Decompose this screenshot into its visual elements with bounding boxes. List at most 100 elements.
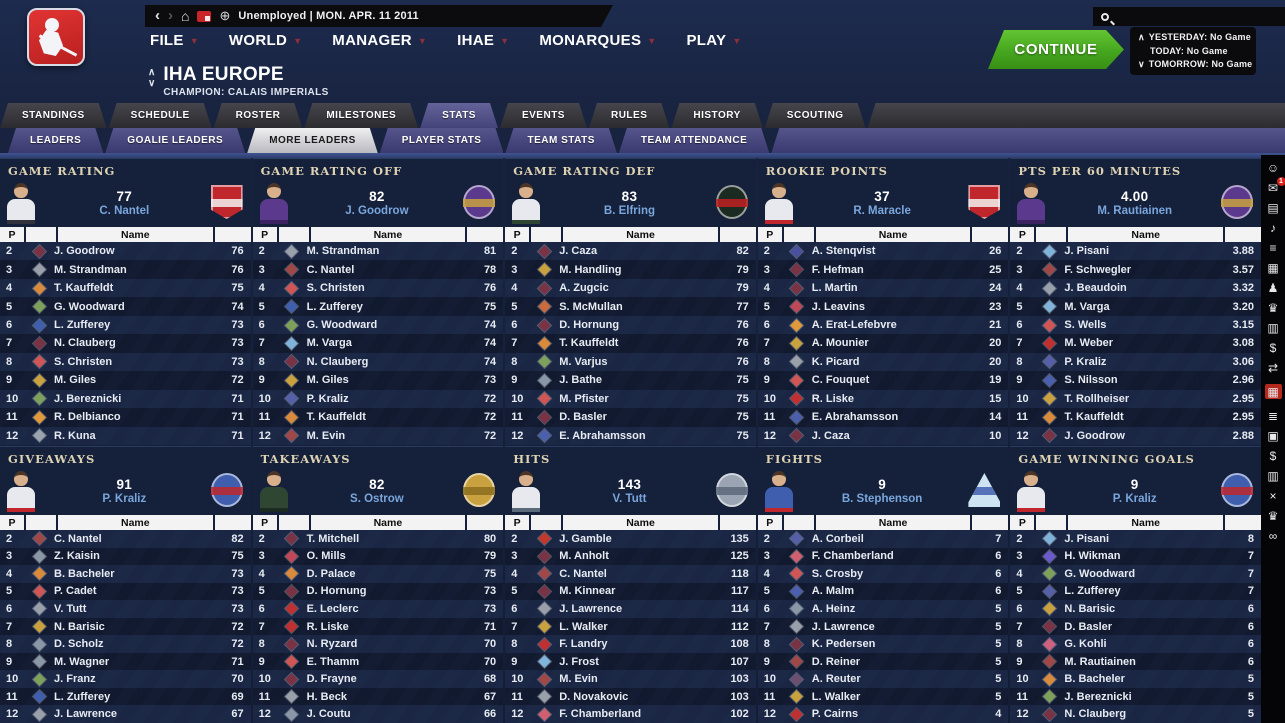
row-player-name[interactable]: R. Delbianco: [54, 411, 121, 424]
table-row[interactable]: 11 T. Kauffeldt 72: [252, 408, 504, 427]
row-player-name[interactable]: M. Rautiainen: [1064, 655, 1136, 668]
row-player-name[interactable]: D. Frayne: [306, 673, 357, 686]
row-player-name[interactable]: A. Heinz: [811, 602, 856, 615]
leader-name[interactable]: M. Rautiainen: [1097, 205, 1173, 217]
row-player-name[interactable]: A. Malm: [811, 585, 854, 598]
row-player-name[interactable]: J. Beaudoin: [1064, 282, 1127, 295]
row-player-name[interactable]: J. Bathe: [559, 374, 602, 387]
table-row[interactable]: 8 N. Ryzard 70: [252, 635, 504, 653]
row-player-name[interactable]: A. Erat-Lefebvre: [811, 319, 897, 332]
row-player-name[interactable]: A. Zugcic: [559, 282, 609, 295]
table-row[interactable]: 2 J. Pisani 8: [1010, 530, 1261, 548]
table-row[interactable]: 8 K. Pedersen 5: [757, 635, 1009, 653]
row-player-name[interactable]: J. Frost: [559, 655, 599, 668]
sticks-icon[interactable]: ×: [1269, 488, 1277, 503]
row-player-name[interactable]: C. Nantel: [306, 263, 355, 276]
table-row[interactable]: 11 H. Beck 67: [252, 687, 504, 706]
row-player-name[interactable]: K. Pedersen: [811, 638, 876, 651]
row-player-name[interactable]: N. Ryzard: [306, 638, 358, 651]
row-player-name[interactable]: J. Caza: [559, 245, 598, 258]
panel-leader-row[interactable]: 82 J. Goodrow: [253, 180, 504, 226]
row-player-name[interactable]: J. Bereznicki: [1064, 690, 1132, 703]
row-player-name[interactable]: D. Basler: [1064, 620, 1113, 633]
row-player-name[interactable]: M. Evin: [306, 429, 346, 442]
panel-leader-row[interactable]: 143 V. Tutt: [505, 468, 756, 514]
table-row[interactable]: 9 J. Bathe 75: [505, 371, 756, 390]
leader-name[interactable]: S. Ostrow: [350, 493, 404, 505]
row-player-name[interactable]: M. Strandman: [306, 245, 380, 258]
row-player-name[interactable]: J. Goodrow: [1064, 429, 1125, 442]
table-row[interactable]: 5 D. Hornung 73: [252, 582, 504, 601]
menu-monarques[interactable]: MONARQUES ▼: [539, 32, 657, 49]
clipboard-icon[interactable]: ▤: [1267, 200, 1279, 215]
table-row[interactable]: 12 J. Caza 10: [757, 426, 1009, 445]
row-player-name[interactable]: L. Zufferey: [1064, 585, 1121, 598]
back-icon[interactable]: ‹: [155, 7, 160, 24]
table-row[interactable]: 8 N. Clauberg 74: [252, 352, 504, 372]
panel-leader-row[interactable]: 91 P. Kraliz: [0, 468, 251, 514]
table-row[interactable]: 9 M. Giles 72: [0, 371, 251, 390]
home-icon[interactable]: ⌂: [181, 8, 190, 24]
row-player-name[interactable]: D. Novakovic: [559, 690, 629, 703]
table-row[interactable]: 10 T. Rollheiser 2.95: [1010, 389, 1261, 409]
row-player-name[interactable]: L. Zufferey: [306, 300, 363, 313]
tab-stats[interactable]: STATS: [420, 103, 498, 128]
table-row[interactable]: 12 N. Clauberg 5: [1010, 705, 1261, 723]
subtab-player-stats[interactable]: PLAYER STATS: [380, 128, 504, 153]
leader-name[interactable]: P. Kraliz: [1112, 493, 1157, 505]
table-row[interactable]: 4 J. Beaudoin 3.32: [1010, 278, 1261, 298]
row-player-name[interactable]: T. Kauffeldt: [559, 337, 619, 350]
forward-icon[interactable]: ›: [168, 7, 173, 24]
row-player-name[interactable]: C. Fouquet: [811, 374, 870, 387]
row-player-name[interactable]: J. Leavins: [811, 300, 865, 313]
table-row[interactable]: 9 C. Fouquet 19: [757, 371, 1009, 390]
table-row[interactable]: 4 L. Martin 24: [757, 278, 1009, 298]
menu-ihae[interactable]: IHAE ▼: [457, 32, 510, 49]
row-player-name[interactable]: N. Clauberg: [306, 355, 369, 368]
leader-name[interactable]: R. Maracle: [853, 205, 911, 217]
row-player-name[interactable]: P. Cairns: [811, 708, 859, 721]
row-player-name[interactable]: F. Chamberland: [811, 550, 894, 563]
league-up-icon[interactable]: ∧: [148, 67, 156, 78]
row-player-name[interactable]: A. Reuter: [811, 673, 861, 686]
leader-name[interactable]: P. Kraliz: [102, 493, 147, 505]
table-row[interactable]: 2 C. Nantel 82: [0, 530, 251, 548]
row-player-name[interactable]: F. Hefman: [811, 263, 864, 276]
row-player-name[interactable]: M. Weber: [1064, 337, 1114, 350]
subtab-more-leaders[interactable]: MORE LEADERS: [247, 128, 378, 153]
search-bar[interactable]: [1093, 7, 1285, 26]
row-player-name[interactable]: G. Woodward: [1064, 567, 1136, 580]
table-row[interactable]: 5 A. Malm 6: [757, 582, 1009, 601]
row-player-name[interactable]: M. Evin: [559, 673, 598, 686]
row-player-name[interactable]: J. Pisani: [1064, 532, 1110, 545]
row-player-name[interactable]: J. Gamble: [559, 532, 612, 545]
row-player-name[interactable]: M. Strandman: [54, 263, 127, 276]
table-row[interactable]: 5 L. Zufferey 75: [252, 297, 504, 316]
table-row[interactable]: 4 A. Zugcic 79: [505, 278, 756, 298]
table-row[interactable]: 3 Z. Kaisin 75: [0, 547, 251, 566]
table-row[interactable]: 5 S. McMullan 77: [505, 297, 756, 316]
row-player-name[interactable]: S. Christen: [306, 282, 365, 295]
table-row[interactable]: 9 M. Giles 73: [252, 371, 504, 390]
table-row[interactable]: 11 D. Novakovic 103: [505, 687, 756, 706]
tab-events[interactable]: EVENTS: [500, 103, 587, 128]
row-player-name[interactable]: S. Wells: [1064, 319, 1107, 332]
table-row[interactable]: 5 G. Woodward 74: [0, 297, 251, 316]
table-row[interactable]: 3 O. Mills 79: [252, 547, 504, 566]
row-player-name[interactable]: M. Anholt: [559, 550, 609, 563]
finance-icon[interactable]: $: [1269, 448, 1277, 463]
menu-manager[interactable]: MANAGER ▼: [332, 32, 428, 49]
table-row[interactable]: 11 L. Walker 5: [757, 687, 1009, 706]
table-row[interactable]: 7 N. Barisic 72: [0, 617, 251, 636]
table-row[interactable]: 2 T. Mitchell 80: [252, 530, 504, 548]
table-row[interactable]: 8 F. Landry 108: [505, 635, 756, 653]
row-player-name[interactable]: A. Stenqvist: [811, 245, 876, 258]
table-row[interactable]: 7 J. Lawrence 5: [757, 617, 1009, 636]
scout-icon[interactable]: ∞: [1268, 528, 1278, 543]
tab-standings[interactable]: STANDINGS: [0, 103, 107, 128]
row-player-name[interactable]: M. Pfister: [559, 392, 609, 405]
menu-play[interactable]: PLAY ▼: [686, 32, 742, 49]
row-player-name[interactable]: R. Liske: [306, 620, 349, 633]
table-row[interactable]: 12 F. Chamberland 102: [505, 705, 756, 723]
table-row[interactable]: 5 P. Cadet 73: [0, 582, 251, 601]
